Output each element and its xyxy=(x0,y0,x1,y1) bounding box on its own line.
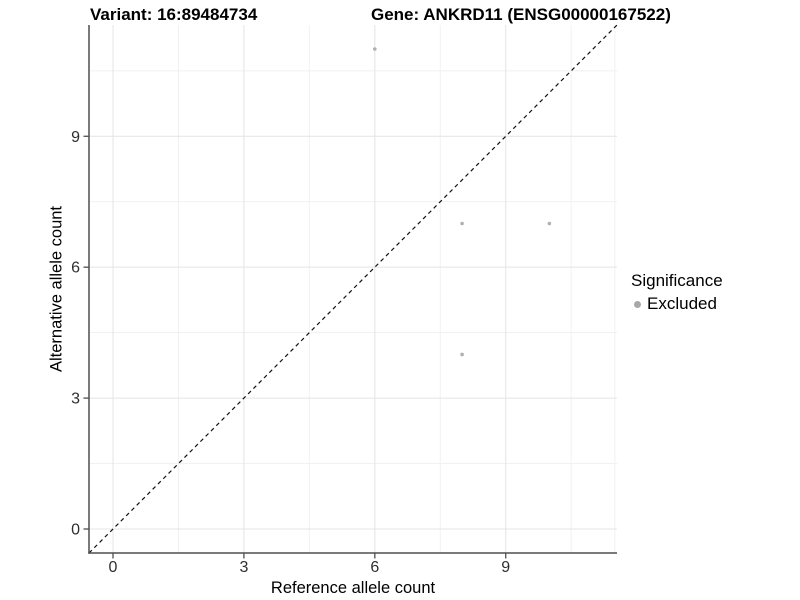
y-tick-label: 9 xyxy=(71,129,80,146)
legend-title: Significance xyxy=(631,271,723,290)
legend-item-excluded: Excluded xyxy=(631,294,723,314)
plot-title-variant: Variant: 16:89484734 xyxy=(90,5,258,24)
y-tick-label: 6 xyxy=(71,260,80,277)
legend: Significance Excluded xyxy=(631,271,723,314)
y-tick-label: 0 xyxy=(71,522,80,539)
data-point xyxy=(460,221,464,226)
y-axis-title: Alternative allele count xyxy=(47,205,66,373)
identity-line xyxy=(88,24,618,554)
legend-key-dot-icon xyxy=(634,300,641,308)
x-tick-label: 6 xyxy=(370,559,379,576)
y-tick-label: 3 xyxy=(71,391,80,408)
legend-item-label: Excluded xyxy=(647,294,717,313)
data-point xyxy=(460,352,464,357)
x-tick-label: 9 xyxy=(501,559,510,576)
x-axis-title: Reference allele count xyxy=(270,579,436,597)
data-point xyxy=(547,221,552,226)
x-tick-label: 0 xyxy=(109,559,118,576)
plot-title-gene: Gene: ANKRD11 (ENSG00000167522) xyxy=(371,5,671,24)
data-point xyxy=(373,47,377,51)
x-tick-label: 3 xyxy=(239,559,248,576)
